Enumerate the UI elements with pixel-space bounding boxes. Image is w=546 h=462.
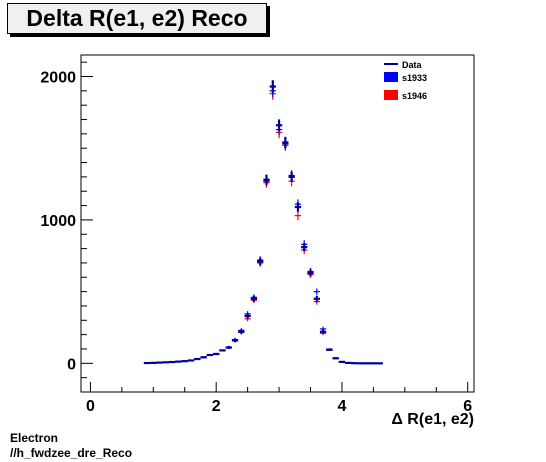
plot-frame <box>80 54 475 393</box>
x-axis-label: Δ R(e1, e2) <box>391 411 474 428</box>
series-s1933 <box>143 84 383 364</box>
y-tick-label: 2000 <box>40 70 76 87</box>
legend-label-data: Data <box>402 60 423 70</box>
x-tick-label: 4 <box>337 398 346 415</box>
footer-label-electron: Electron <box>10 431 59 445</box>
legend-label-s1946: s1946 <box>402 91 427 101</box>
axes: 0 2 4 6 0 1000 2000 Δ R(e1, e2) <box>40 54 475 428</box>
legend: Data s1933 s1946 <box>384 60 427 101</box>
legend-swatch-s1933 <box>384 72 398 82</box>
y-tick-label: 0 <box>67 356 76 373</box>
series-data <box>143 80 383 365</box>
x-tick-label: 2 <box>212 398 221 415</box>
legend-label-s1933: s1933 <box>402 73 427 83</box>
footer-label-histogram-path: //h_fwdzee_dre_Reco <box>10 446 133 460</box>
title-box: Delta R(e1, e2) Reco <box>7 3 267 34</box>
x-tick-label: 0 <box>86 398 95 415</box>
series-s1946 <box>143 87 383 364</box>
chart-title: Delta R(e1, e2) Reco <box>26 5 248 31</box>
series-marks <box>143 80 383 365</box>
y-tick-label: 1000 <box>40 213 76 230</box>
x-tick-label: 6 <box>463 398 472 415</box>
legend-swatch-s1946 <box>384 90 398 100</box>
